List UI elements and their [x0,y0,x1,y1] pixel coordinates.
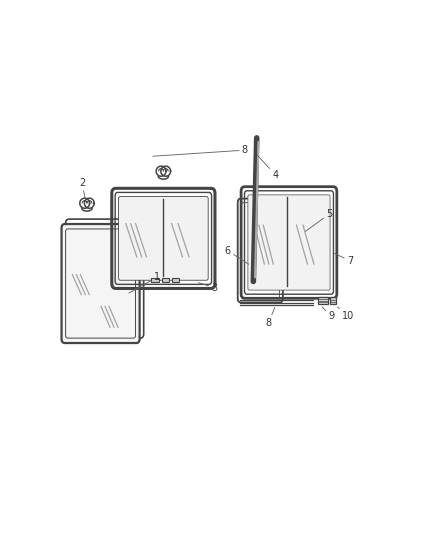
Text: 5: 5 [305,209,333,231]
Bar [162,278,169,282]
Text: 9: 9 [322,307,335,321]
Text: 8: 8 [265,308,275,327]
Text: 10: 10 [338,307,354,321]
Text: 2: 2 [79,178,85,198]
Text: 3: 3 [199,282,217,293]
FancyBboxPatch shape [61,224,140,343]
Text: 6: 6 [225,246,249,264]
FancyBboxPatch shape [248,195,330,290]
Text: 4: 4 [258,155,279,180]
Bar [330,297,336,304]
FancyBboxPatch shape [119,197,208,280]
Bar [318,297,328,304]
Text: 1: 1 [129,272,159,293]
Text: 7: 7 [334,253,353,266]
Text: 8: 8 [153,145,248,156]
Bar [172,278,179,282]
Bar [152,278,159,282]
